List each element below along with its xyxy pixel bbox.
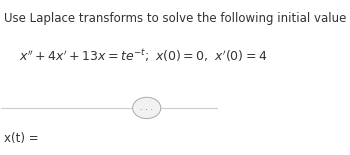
Text: Use Laplace transforms to solve the following initial value problem.: Use Laplace transforms to solve the foll… (4, 12, 350, 25)
Ellipse shape (133, 97, 161, 119)
Text: . . .: . . . (140, 103, 153, 112)
Text: x(t) =: x(t) = (4, 132, 38, 145)
Text: $x'' + 4x' + 13x = te^{-t}$$;\ x(0) = 0,\ x'(0) = 4$: $x'' + 4x' + 13x = te^{-t}$$;\ x(0) = 0,… (19, 47, 267, 64)
